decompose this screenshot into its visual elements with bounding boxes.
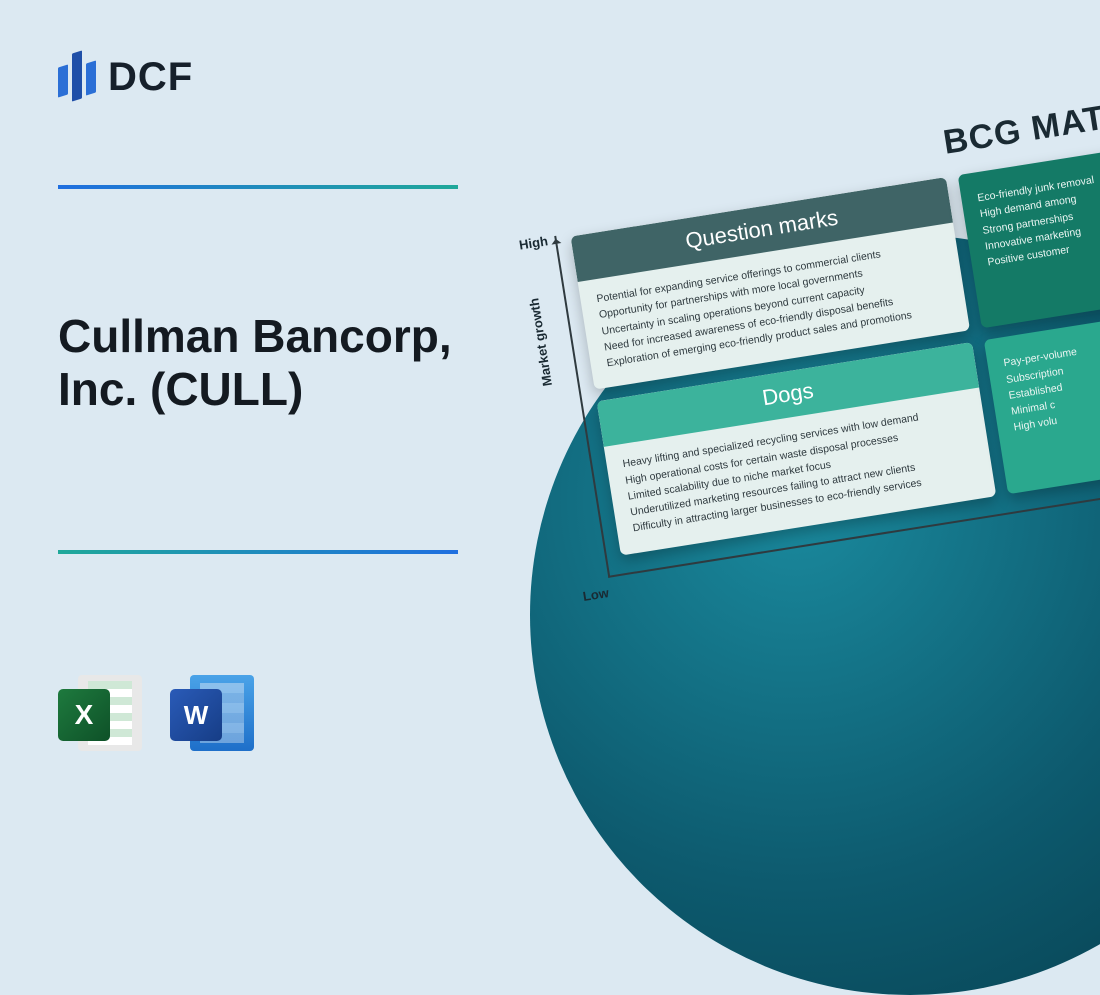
logo-text: DCF (108, 55, 193, 100)
excel-badge: X (58, 689, 110, 741)
app-icons: X W (58, 669, 258, 757)
quadrant-cash-cows: Pay-per-volume Subscription Established … (984, 301, 1100, 494)
quadrant-list: Eco-friendly junk removal High demand am… (958, 136, 1100, 289)
divider-top (58, 185, 458, 189)
axis-label-high: High (518, 233, 549, 252)
word-icon: W (170, 669, 258, 757)
word-badge: W (170, 689, 222, 741)
logo-icon (58, 48, 98, 106)
logo: DCF (58, 48, 193, 106)
y-axis-label: Market growth (526, 297, 555, 387)
excel-icon: X (58, 669, 146, 757)
quadrant-stars: Eco-friendly junk removal High demand am… (958, 136, 1100, 329)
bcg-matrix: BCG MATRIX High Low Market growth Market… (558, 80, 1100, 605)
divider-bottom (58, 550, 458, 554)
page-title: Cullman Bancorp, Inc. (CULL) (58, 310, 488, 416)
